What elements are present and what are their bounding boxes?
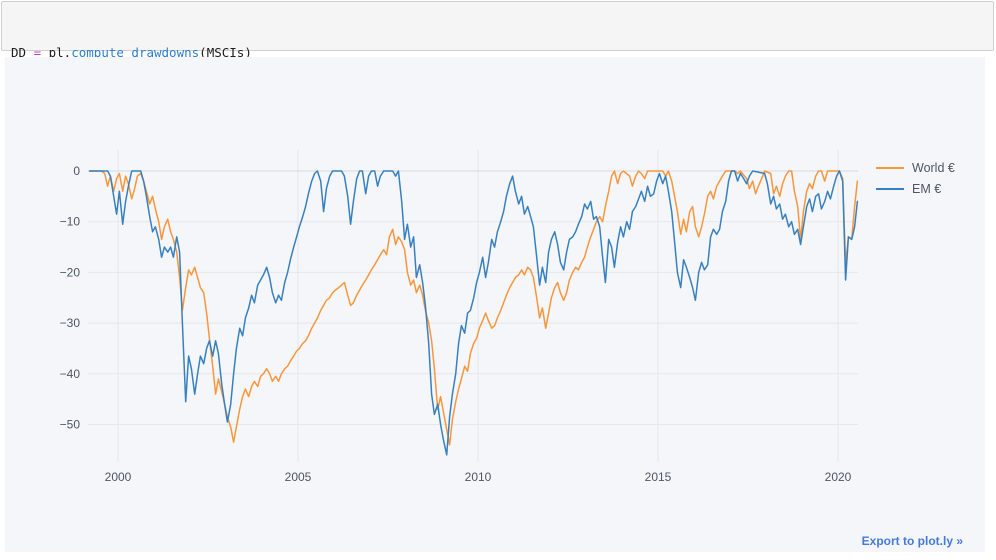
world-line-swatch-icon bbox=[876, 166, 904, 169]
code-token: ( bbox=[199, 45, 207, 60]
x-tick-label-2020: 2020 bbox=[825, 470, 852, 484]
series-line-0 bbox=[88, 170, 859, 446]
legend-item-em[interactable]: EM € bbox=[876, 178, 955, 199]
code-token: = bbox=[33, 45, 42, 60]
y-tick-label--10: −10 bbox=[60, 215, 81, 229]
y-tick-label--50: −50 bbox=[60, 418, 81, 432]
code-token: MSCIs bbox=[206, 45, 245, 60]
legend: World € EM € bbox=[876, 157, 955, 199]
legend-label-em: EM € bbox=[912, 181, 942, 196]
legend-item-world[interactable]: World € bbox=[876, 157, 955, 178]
code-token: pl. bbox=[41, 45, 72, 60]
em-line-swatch-icon bbox=[876, 187, 904, 190]
y-tick-label--30: −30 bbox=[60, 316, 81, 330]
code-cell[interactable]: DD = pl.compute_drawdowns(MSCIs) DD.iplo… bbox=[1, 1, 994, 114]
code-token: ) bbox=[244, 45, 252, 60]
code-line-1: DD = pl.compute_drawdowns(MSCIs) bbox=[11, 44, 993, 62]
x-tick-label-2000: 2000 bbox=[105, 470, 132, 484]
legend-label-world: World € bbox=[912, 160, 955, 175]
x-tick-label-2010: 2010 bbox=[465, 470, 492, 484]
y-tick-label--20: −20 bbox=[60, 265, 81, 279]
code-token: DD bbox=[11, 45, 34, 60]
export-plotly-link[interactable]: Export to plot.ly » bbox=[861, 534, 963, 548]
drawdown-chart[interactable]: 2000 2005 2010 2015 2020 0 −10 −20 −30 −40 −50 bbox=[5, 57, 985, 552]
y-tick-label-0: 0 bbox=[73, 164, 80, 178]
x-tick-label-2015: 2015 bbox=[645, 470, 672, 484]
y-tick-label--40: −40 bbox=[60, 367, 81, 381]
series-line-1 bbox=[88, 170, 859, 456]
x-tick-label-2005: 2005 bbox=[285, 470, 312, 484]
chart-panel: 2000 2005 2010 2015 2020 0 −10 −20 −30 −40 −50 Wor… bbox=[5, 57, 985, 552]
code-token: compute_drawdowns bbox=[71, 45, 200, 60]
